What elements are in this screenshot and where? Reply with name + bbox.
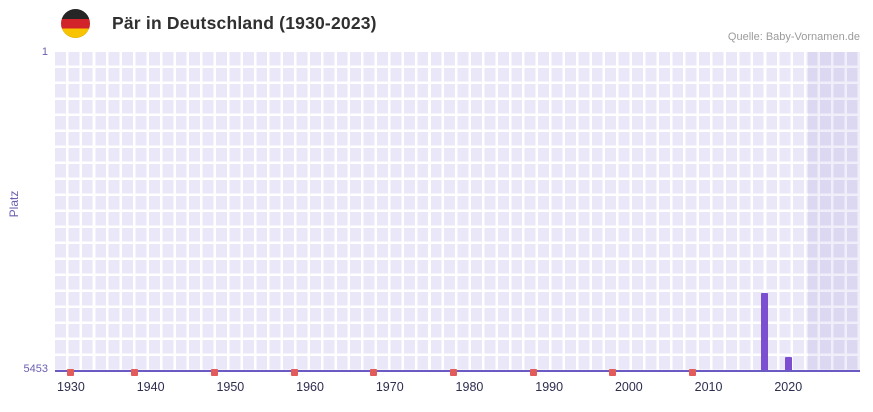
x-tick-label: 1990 bbox=[535, 380, 564, 394]
no-rank-marker bbox=[689, 369, 697, 376]
y-axis-label: Platz bbox=[7, 190, 21, 218]
x-tick-label: 1950 bbox=[216, 380, 245, 394]
no-rank-marker bbox=[290, 369, 298, 376]
x-tick-label: 1980 bbox=[455, 380, 484, 394]
x-tick-label: 1960 bbox=[296, 380, 324, 394]
x-tick-label: 2000 bbox=[614, 380, 643, 394]
source-credit: Quelle: Baby-Vornamen.de bbox=[727, 31, 860, 43]
chart-title: Pär in Deutschland (1930-2023) bbox=[112, 13, 377, 33]
x-axis-line bbox=[55, 370, 860, 372]
no-rank-marker bbox=[210, 369, 218, 376]
plot-area bbox=[55, 52, 860, 376]
no-rank-marker bbox=[529, 369, 537, 376]
no-rank-marker bbox=[67, 369, 75, 376]
y-tick-bottom: 5453 bbox=[23, 363, 48, 375]
no-rank-marker bbox=[609, 369, 617, 376]
y-tick-top: 1 bbox=[41, 46, 48, 58]
no-rank-marker bbox=[450, 369, 457, 376]
rank-bar[interactable] bbox=[784, 356, 792, 371]
recent-years-band bbox=[808, 52, 860, 371]
x-tick-label: 1970 bbox=[375, 380, 404, 394]
x-tick-label: 1940 bbox=[136, 380, 165, 394]
rank-bar[interactable] bbox=[760, 293, 768, 371]
x-axis-ticks: 1930 1940 1950 1960 1970 1980 1990 2000 2010 2020 bbox=[55, 380, 860, 400]
x-tick-label: 1930 bbox=[57, 380, 85, 394]
germany-flag-icon bbox=[61, 9, 90, 38]
no-rank-marker bbox=[131, 369, 139, 376]
no-rank-marker bbox=[370, 369, 378, 376]
x-tick-label: 2010 bbox=[694, 380, 723, 394]
x-tick-label: 2020 bbox=[774, 380, 803, 394]
